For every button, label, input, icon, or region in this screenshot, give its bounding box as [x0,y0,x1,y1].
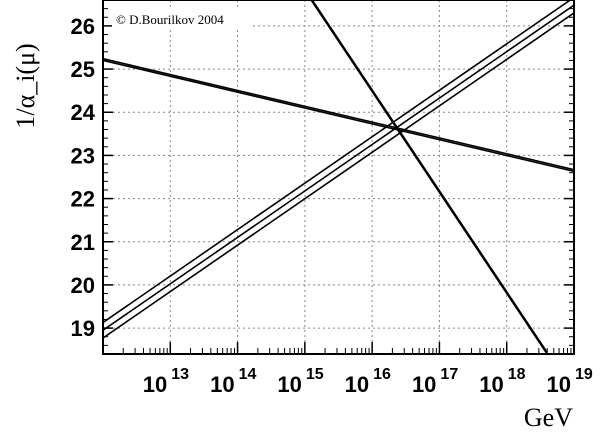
x-tick-label-base: 10 [345,372,369,397]
x-ticks: 10 13 10 14 10 15 10 16 10 17 10 18 10 19 [122,342,593,397]
series-2-line-1 [310,0,548,354]
grid [103,0,574,354]
x-tick-label-exponent: 19 [575,366,593,383]
x-tick-label-base: 10 [479,372,503,397]
series-2-line-2 [311,0,548,353]
x-tick-label-base: 10 [412,372,436,397]
x-axis-title: GeV [524,403,573,432]
x-tick-label-base: 10 [143,372,167,397]
y-tick-label: 25 [71,57,95,82]
y-tick-label: 26 [71,14,95,39]
series-3-line-3 [103,0,572,324]
y-tick-label: 23 [71,143,95,168]
x-tick-label-exponent: 16 [373,366,391,383]
copyright-annotation: © D.Bourilkov 2004 [116,12,224,27]
series-3-line-1 [103,12,574,339]
series-3-line-2 [103,4,574,331]
x-tick-label-base: 10 [547,372,571,397]
x-tick-label-exponent: 14 [239,366,257,383]
plot-frame [102,0,575,355]
y-ticks: 19 20 21 22 23 24 25 26 [71,0,574,355]
y-tick-label: 19 [71,316,95,341]
y-tick-label: 24 [71,100,96,125]
x-tick-label-exponent: 18 [508,366,526,383]
series-1-line-1 [103,59,574,173]
y-tick-label: 20 [71,273,95,298]
y-tick-label: 21 [71,230,95,255]
x-tick-label-base: 10 [210,372,234,397]
series-1-line-2 [103,57,574,171]
copyright-box: © D.Bourilkov 2004 [112,7,250,29]
x-tick-label-exponent: 15 [306,366,324,383]
x-tick-label-base: 10 [277,372,301,397]
x-tick-label-exponent: 13 [171,366,189,383]
y-tick-label: 22 [71,187,95,212]
x-tick-label-exponent: 17 [440,366,458,383]
series-layer [103,0,574,354]
y-axis-title: 1/α_i(μ) [11,43,40,128]
